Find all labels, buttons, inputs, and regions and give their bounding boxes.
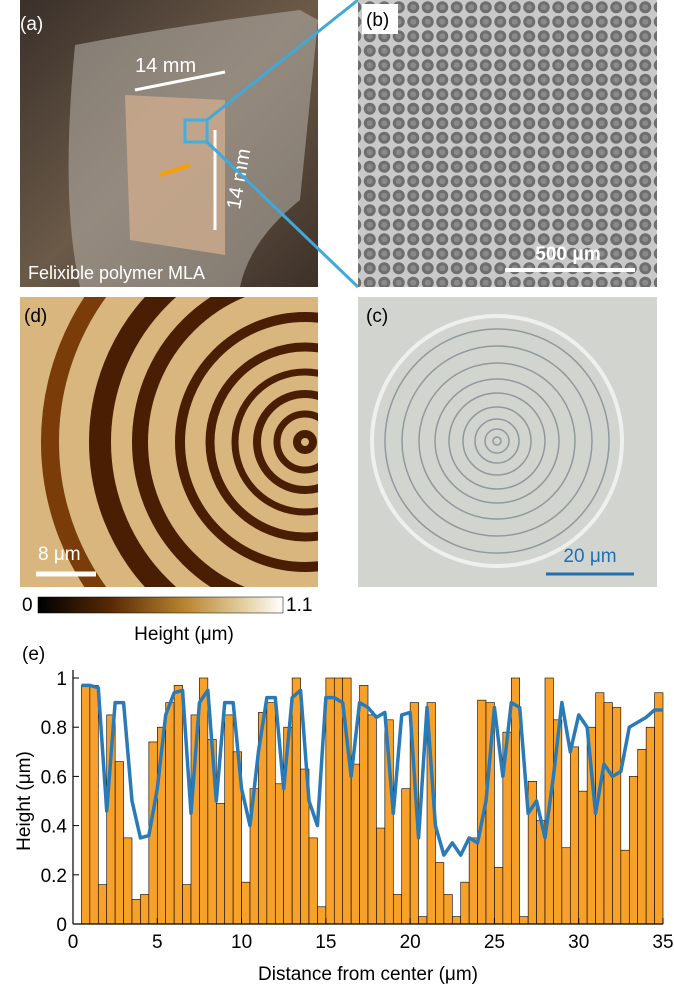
bar (494, 867, 502, 924)
photo-c: (c) 20 μm (358, 297, 657, 587)
x-axis-label: Distance from center (μm) (258, 964, 478, 985)
bar (511, 678, 519, 924)
bar (419, 917, 427, 924)
colorbar-min: 0 (22, 595, 33, 616)
y-tick-label: 0 (56, 915, 67, 936)
bar (570, 747, 578, 924)
x-tick-label: 0 (68, 932, 79, 953)
bar (90, 685, 98, 924)
y-tick-label: 0.2 (41, 866, 67, 887)
bar (621, 850, 629, 924)
photo-b: (b) 500 μm (358, 0, 657, 287)
y-tick-label: 0.6 (41, 767, 67, 788)
bar (183, 885, 191, 924)
bar (140, 894, 148, 924)
scale-label: 20 μm (563, 546, 616, 567)
scale-label: 500 μm (535, 244, 601, 265)
x-tick-label: 10 (231, 932, 252, 953)
panel-label: (d) (24, 306, 47, 327)
panel-label: (b) (366, 10, 389, 31)
bar (638, 749, 646, 924)
bar (242, 882, 250, 924)
chart-e: (e) Distance from center (μm) Height (μm… (14, 644, 674, 985)
bar (267, 703, 275, 924)
x-tick-label: 20 (400, 932, 421, 953)
y-tick-label: 0.8 (41, 718, 67, 739)
bar (655, 693, 663, 924)
bar (646, 727, 654, 924)
bar (98, 885, 106, 924)
x-tick-label: 30 (568, 932, 589, 953)
bar (334, 678, 342, 924)
bar (612, 708, 620, 924)
bar (376, 828, 384, 924)
figure: (a) 14 mm 14 mm Felixible polymer MLA (b… (0, 0, 674, 992)
bar (115, 762, 123, 924)
bar (393, 894, 401, 924)
x-tick-label: 25 (484, 932, 505, 953)
x-tick-label: 15 (315, 932, 336, 953)
bar (461, 882, 469, 924)
scale-label: 8 μm (38, 544, 81, 565)
y-axis-label: Height (μm) (14, 751, 35, 851)
panel-label: (a) (20, 14, 43, 35)
bar (326, 678, 334, 924)
y-tick-label: 1 (56, 669, 67, 690)
x-tick-label: 5 (152, 932, 163, 953)
bar (174, 685, 182, 924)
bar (629, 776, 637, 924)
bar (562, 848, 570, 924)
bar (351, 764, 359, 924)
bar (216, 803, 224, 924)
bar (402, 789, 410, 924)
bar (368, 715, 376, 924)
bar (124, 838, 132, 924)
bar (469, 838, 477, 924)
colorbar-label: Height (μm) (134, 624, 234, 645)
x-tick-label: 35 (652, 932, 673, 953)
colorbar: 0 1.1 Height (μm) (22, 595, 312, 645)
bar (81, 685, 89, 924)
bar (317, 907, 325, 924)
bar (604, 703, 612, 924)
caption: Felixible polymer MLA (28, 263, 205, 283)
bar (309, 838, 317, 924)
bar (292, 678, 300, 924)
bar (444, 894, 452, 924)
annotation: 14 mm (135, 55, 196, 77)
colorbar-max: 1.1 (286, 595, 312, 616)
panel-label: (e) (22, 644, 45, 665)
bar (579, 791, 587, 924)
bar (435, 863, 443, 925)
y-tick-label: 0.4 (41, 817, 68, 838)
bar (166, 703, 174, 924)
bar (199, 678, 207, 924)
bar (452, 917, 460, 924)
bar (225, 715, 233, 924)
bar (360, 685, 368, 924)
bar (275, 784, 283, 924)
photo-a: (a) 14 mm 14 mm Felixible polymer MLA (20, 0, 318, 287)
panel-label: (c) (366, 306, 388, 327)
bar (520, 917, 528, 924)
bar (132, 899, 140, 924)
